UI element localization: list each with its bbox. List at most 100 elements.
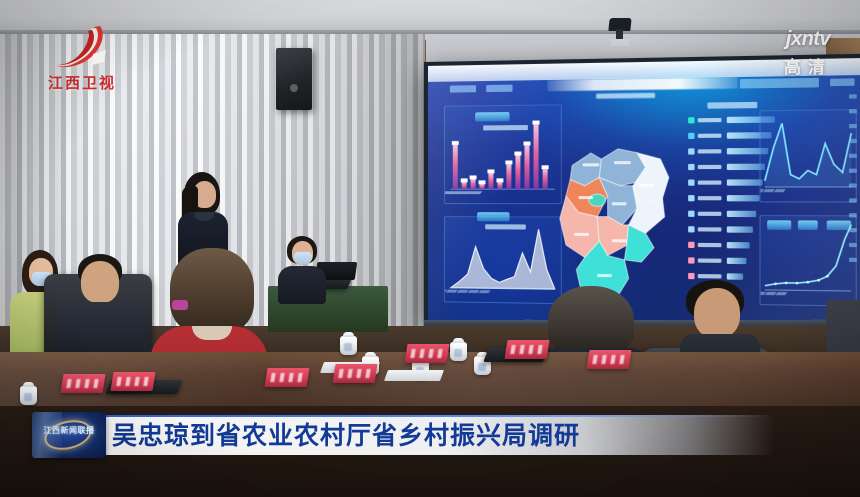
map-region-northwest-steel [570, 153, 601, 186]
channel-logo-text: 江西卫视 [47, 75, 116, 92]
nameplate-text [410, 349, 444, 358]
rank-value-bar [726, 179, 763, 186]
nameplate-text [116, 377, 150, 386]
camera-mount [611, 39, 629, 46]
speaker-driver [290, 84, 298, 92]
dashboard-subtitle [596, 92, 656, 99]
rank-label [697, 180, 722, 185]
ceiling-camera [607, 18, 633, 48]
back-right-head [694, 288, 740, 338]
nameplate-text [66, 379, 100, 388]
map-region-capital-teal [589, 194, 606, 206]
dashboard-title [547, 77, 738, 92]
corner-brand-word: jxntv [785, 28, 831, 50]
lower-third-bar [94, 415, 774, 455]
nameplate [332, 364, 378, 383]
nameplate [60, 374, 106, 393]
back-left-hair [548, 286, 634, 356]
line-top-canvas [760, 110, 856, 193]
rank-label [697, 258, 722, 263]
map-region-north-steel [599, 149, 645, 186]
document-stack[interactable] [383, 370, 445, 381]
map-region-east-white [629, 186, 665, 234]
nameplate [586, 350, 632, 369]
teacup[interactable] [20, 382, 37, 405]
nameplate [404, 344, 450, 363]
rank-label [697, 211, 722, 216]
wall-speaker [276, 48, 312, 110]
nameplate [504, 340, 550, 359]
nameplate [264, 368, 310, 387]
foreground-red-collar [192, 326, 232, 340]
lower-third-headline: 吴忠琼到省农业农村厅省乡村振兴局调研 [112, 421, 581, 450]
ceiling-edge [0, 30, 860, 36]
teacup[interactable] [340, 332, 357, 355]
rank-label [697, 117, 722, 123]
rank-value-bar [726, 210, 757, 218]
rank-label [697, 149, 722, 154]
nameplate-text [338, 369, 372, 378]
operator-face-mask [294, 252, 312, 264]
nameplate-text [510, 345, 544, 354]
rank-index [688, 257, 695, 264]
rank-list-title [707, 101, 758, 109]
rank-label [697, 196, 722, 201]
rank-label [697, 227, 722, 232]
video-wall [424, 53, 860, 333]
map-region-center-steel [599, 178, 637, 225]
foreground-red-hairclip [172, 300, 188, 310]
rank-index [688, 148, 695, 155]
dashboard-search-field[interactable] [739, 77, 819, 89]
map-region-midsouth-pink [597, 217, 628, 256]
dashboard-tab-monitor[interactable] [486, 84, 513, 93]
program-badge-sheen [32, 412, 62, 458]
presenter-collar [194, 212, 214, 221]
rank-index [688, 117, 695, 124]
rank-label [697, 242, 722, 248]
operator-torso [278, 266, 326, 304]
rank-value-bar [726, 273, 744, 280]
teacup[interactable] [450, 338, 467, 361]
dashboard-side-indicators [848, 94, 857, 285]
program-badge-text: 江西新闻联播 [43, 426, 95, 435]
map-region-west-orange [566, 178, 608, 217]
rank-index [688, 132, 695, 140]
rank-value-bar [726, 257, 747, 265]
rank-label [697, 164, 722, 170]
area-chart-canvas [444, 217, 561, 294]
rank-index [688, 226, 695, 233]
rank-index [688, 241, 695, 249]
rank-index [688, 272, 695, 280]
dark-suit-head [81, 261, 119, 303]
panel-area-chart[interactable] [443, 212, 562, 305]
dashboard-tab-overview[interactable] [449, 85, 477, 93]
rank-index [688, 195, 695, 202]
rank-index [688, 210, 695, 217]
foreground-red-hair [170, 248, 254, 334]
bar-chart-canvas [444, 120, 561, 195]
panel-line-bottom[interactable] [759, 215, 857, 307]
panel-line-top[interactable] [759, 109, 857, 203]
ceiling [0, 0, 860, 34]
operator-seated [278, 236, 326, 304]
camera-arm [616, 29, 623, 41]
rank-label [697, 274, 722, 279]
panel-bar-chart[interactable] [443, 104, 562, 205]
dashboard-screen [427, 58, 860, 328]
rank-index [688, 163, 695, 171]
rank-value-bar [726, 242, 750, 249]
line-bottom-canvas [760, 216, 856, 296]
rank-value-bar [726, 226, 753, 233]
map-region-southwest-pink [560, 196, 599, 258]
corner-brand: jxntv 高清 [784, 28, 832, 78]
lower-third: 吴忠琼到省农业农村厅省乡村振兴局调研 江西新闻联播 [0, 412, 860, 458]
jiangxi-satellite-tv-logo: 江西卫视 [30, 22, 134, 98]
nameplate [110, 372, 156, 391]
map-region-southeast-cyan [624, 225, 654, 262]
corner-hd-label: 高清 [784, 58, 832, 77]
dashboard-user-chip[interactable] [830, 78, 855, 87]
channel-swoosh-icon [56, 26, 106, 68]
rank-value-bar [726, 195, 760, 202]
rank-index [688, 179, 695, 186]
